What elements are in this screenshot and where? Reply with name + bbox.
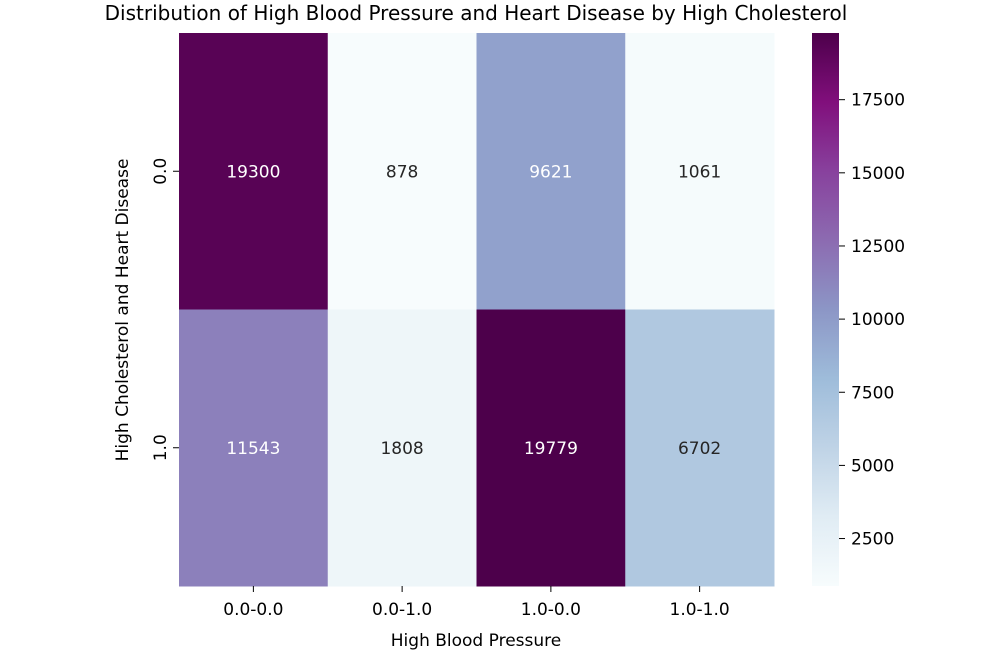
colorbar-tick-label: 12500	[851, 237, 905, 257]
heatmap-cell	[327, 309, 477, 587]
x-tick-label: 1.0-0.0	[521, 600, 581, 620]
cell-value-label: 11543	[226, 439, 280, 459]
heatmap-annotations: 19300 878 9621 1061 11543 1808 19779 6702	[226, 162, 721, 459]
cell-value-label: 6702	[678, 439, 721, 459]
chart-title: Distribution of High Blood Pressure and …	[105, 1, 848, 25]
cell-value-label: 1061	[678, 162, 721, 182]
heatmap-cell	[625, 309, 775, 587]
cell-value-label: 19300	[226, 162, 280, 182]
colorbar-tick-label: 5000	[851, 456, 894, 476]
y-tick-label: 1.0	[151, 434, 171, 461]
colorbar-tick-label: 10000	[851, 310, 905, 330]
colorbar-ticks: 2500 5000 7500 10000 12500 15000 17500	[839, 91, 905, 550]
colorbar-tick-label: 2500	[851, 530, 894, 550]
heatmap-cell	[179, 309, 329, 587]
cell-value-label: 19779	[524, 439, 578, 459]
cell-value-label: 1808	[380, 439, 423, 459]
heatmap-cell	[179, 33, 329, 310]
heatmap-cell	[625, 33, 775, 310]
colorbar-tick-label: 7500	[851, 383, 894, 403]
y-axis-ticks: 0.0 1.0	[151, 158, 179, 461]
x-tick-label: 0.0-0.0	[223, 600, 283, 620]
cell-value-label: 878	[386, 162, 418, 182]
colorbar-tick-label: 17500	[851, 91, 905, 111]
cell-value-label: 9621	[529, 162, 572, 182]
heatmap-cell	[476, 33, 626, 310]
heatmap-cells	[179, 33, 775, 587]
heatmap-cell	[327, 33, 477, 310]
x-axis-label: High Blood Pressure	[391, 631, 561, 651]
colorbar-tick-label: 15000	[851, 164, 905, 184]
y-tick-label: 0.0	[151, 158, 171, 185]
x-tick-label: 0.0-1.0	[372, 600, 432, 620]
x-axis-ticks: 0.0-0.0 0.0-1.0 1.0-0.0 1.0-1.0	[223, 586, 730, 620]
colorbar	[812, 33, 839, 586]
x-tick-label: 1.0-1.0	[670, 600, 730, 620]
heatmap-cell	[476, 309, 626, 587]
y-axis-label: High Cholesterol and Heart Disease	[113, 159, 133, 462]
